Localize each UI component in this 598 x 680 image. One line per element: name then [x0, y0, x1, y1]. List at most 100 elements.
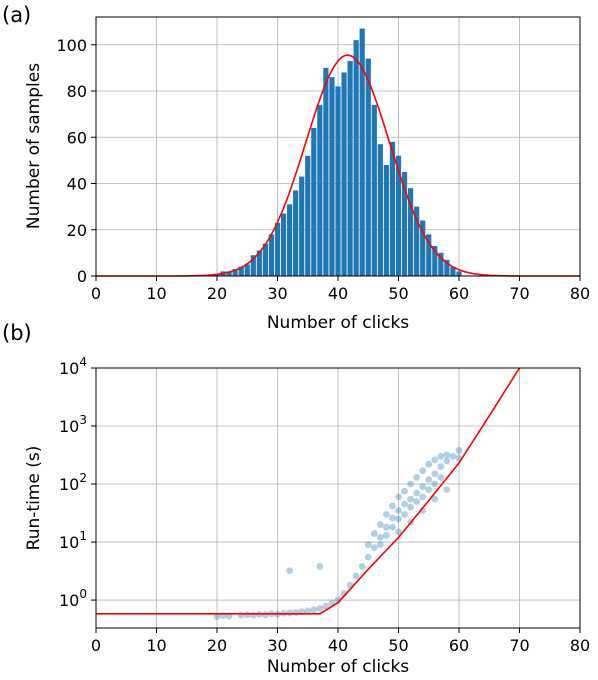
scatter-point	[376, 521, 384, 528]
histogram-bar	[305, 155, 311, 276]
scatter-point	[401, 487, 408, 495]
a-x-tick-label: 70	[509, 284, 529, 303]
histogram-bar	[414, 206, 420, 276]
a-x-tick-label: 60	[449, 284, 469, 303]
histogram-bar	[438, 252, 444, 276]
histogram-bar	[317, 104, 323, 276]
b-x-tick-label: 80	[570, 636, 590, 655]
scatter-point	[395, 515, 402, 523]
scatter-point	[449, 452, 457, 460]
histogram-bar	[426, 234, 432, 276]
histogram-bar	[401, 171, 408, 276]
histogram-bar	[335, 86, 341, 276]
histogram-bar	[274, 222, 281, 276]
a-x-tick-label: 40	[328, 284, 348, 303]
b-x-tick-label: 70	[509, 636, 529, 655]
histogram-bar	[299, 176, 305, 276]
scatter-point	[443, 457, 451, 465]
histogram-bar	[389, 141, 396, 276]
histogram-bar	[226, 271, 232, 276]
scatter-point	[358, 563, 366, 570]
scatter-point	[243, 611, 251, 619]
scatter-point	[425, 486, 433, 494]
scatter-point	[431, 470, 439, 478]
scatter-point	[370, 530, 378, 537]
scatter-point	[395, 493, 402, 501]
histogram-bar	[359, 28, 365, 276]
scatter-point	[352, 572, 360, 580]
scatter-point	[292, 609, 300, 616]
scatter-point	[407, 480, 414, 488]
scatter-point	[310, 606, 318, 614]
scatter-point	[419, 467, 427, 475]
histogram-bar	[444, 259, 450, 276]
a-y-tick-label: 80	[67, 82, 87, 101]
b-y-tick-label: 104	[59, 355, 87, 378]
histogram-bar	[347, 60, 353, 276]
b-x-tick-label: 20	[207, 636, 227, 655]
scatter-point	[316, 563, 324, 570]
b-y-tick-label: 100	[59, 587, 87, 610]
scatter-point	[407, 495, 414, 503]
scatter-point	[262, 611, 269, 619]
a-y-tick-label: 0	[77, 267, 87, 286]
scatter-point	[364, 541, 372, 549]
histogram-bar	[268, 234, 275, 276]
histogram-bar	[286, 204, 293, 276]
b-y-tick-label: 103	[59, 413, 87, 436]
scatter-point	[437, 474, 445, 481]
a-x-tick-label: 30	[267, 284, 287, 303]
scatter-point	[419, 493, 427, 501]
histogram-bar	[244, 264, 250, 276]
histogram-bar	[232, 269, 238, 276]
scatter-point	[455, 446, 463, 454]
histogram-bar	[250, 255, 256, 276]
scatter-point	[395, 507, 402, 514]
scatter-point	[443, 451, 451, 459]
scatter-point	[364, 553, 372, 561]
histogram-bar	[341, 72, 347, 276]
histogram-bar	[238, 266, 244, 276]
histogram-bar	[420, 220, 426, 276]
scatter-point	[425, 476, 433, 483]
scatter-point	[413, 474, 421, 481]
histogram-bar	[353, 40, 359, 276]
scatter-point	[437, 463, 445, 470]
scatter-point	[389, 514, 396, 522]
scatter-gridlines	[95, 367, 581, 628]
scatter-point	[431, 480, 439, 488]
b-x-tick-label: 60	[449, 636, 469, 655]
scatter-point	[237, 611, 245, 619]
scatter-point	[389, 523, 396, 531]
scatter-point	[304, 607, 312, 615]
b-y-tick-label: 101	[59, 529, 87, 552]
scatter-point	[419, 483, 427, 491]
histogram-bar	[456, 271, 462, 276]
a-x-tick-label: 50	[388, 284, 408, 303]
scatter-point	[413, 489, 421, 497]
histogram-bar	[432, 245, 438, 276]
b-x-tick-label: 0	[91, 636, 101, 655]
scatter-point	[286, 567, 293, 575]
scatter-point	[431, 456, 439, 464]
scatter-point	[370, 544, 378, 552]
a-x-tick-label: 20	[207, 284, 227, 303]
b-y-tick-label: 102	[59, 471, 87, 494]
histogram-x-ticks: 0 10 20 30 40 50 60 70 80	[91, 276, 590, 303]
panel-b-label: (b)	[2, 321, 32, 345]
scatter-y-ticks: 100 101 102 103 104	[59, 355, 96, 610]
a-x-tick-label: 80	[570, 284, 590, 303]
scatter-point	[249, 611, 257, 619]
histogram-bar	[256, 250, 262, 276]
scatter-point	[316, 604, 324, 612]
scatter-point	[401, 500, 408, 508]
histogram-bar	[329, 77, 335, 276]
histogram-bar	[383, 165, 390, 276]
scatter-point	[383, 510, 390, 518]
a-y-tick-label: 20	[67, 221, 87, 240]
histogram-y-axis-label: Number of samples	[24, 63, 44, 229]
histogram-panel: (a) 0 10 20 30 40 50 60 70 80 0 20 40 60 80 100 Numbe…	[2, 3, 590, 333]
scatter-point	[322, 602, 330, 610]
scatter-fit-curve	[96, 367, 521, 615]
a-x-tick-label: 0	[91, 284, 101, 303]
